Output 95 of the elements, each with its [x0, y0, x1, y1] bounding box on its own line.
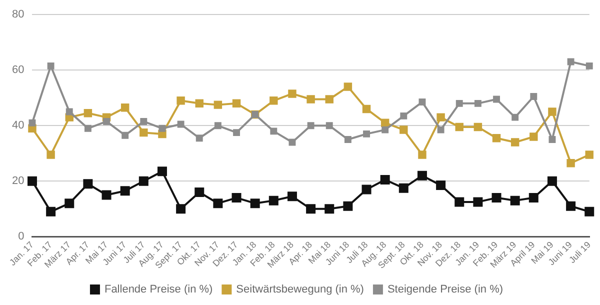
point — [585, 150, 594, 159]
point — [233, 129, 240, 136]
point — [344, 82, 352, 91]
point — [158, 124, 166, 132]
point — [456, 100, 463, 107]
legend-label: Steigende Preise (in %) — [387, 284, 504, 296]
point — [493, 96, 500, 103]
point — [195, 99, 204, 108]
point — [120, 186, 130, 196]
point — [176, 204, 186, 214]
point — [288, 138, 296, 146]
point — [400, 126, 408, 134]
point — [454, 197, 464, 207]
point — [474, 100, 482, 107]
point — [196, 134, 203, 142]
point — [46, 150, 55, 159]
point — [436, 180, 446, 190]
point — [566, 158, 575, 168]
point — [47, 62, 54, 70]
point — [28, 119, 36, 126]
point — [417, 170, 427, 180]
point — [455, 122, 464, 132]
point — [362, 104, 371, 114]
point — [547, 176, 557, 186]
y-tick-label: 60 — [12, 64, 24, 76]
point — [548, 136, 556, 143]
point — [157, 166, 167, 176]
point — [83, 179, 93, 189]
point — [232, 193, 242, 203]
point — [288, 90, 296, 98]
point — [177, 120, 184, 128]
point — [418, 150, 426, 159]
y-tick-label: 80 — [12, 8, 24, 21]
point — [567, 58, 574, 66]
point — [270, 128, 278, 135]
point — [324, 204, 334, 214]
point — [586, 62, 593, 70]
point — [362, 184, 372, 194]
point — [232, 99, 241, 108]
point — [436, 113, 445, 122]
point — [510, 138, 520, 146]
point — [138, 176, 148, 186]
point — [46, 206, 56, 216]
point — [270, 96, 278, 105]
point — [437, 126, 444, 134]
point — [584, 206, 594, 216]
point — [512, 114, 519, 121]
point — [102, 190, 112, 200]
point — [103, 118, 110, 125]
point — [250, 198, 260, 208]
point — [64, 198, 74, 208]
point — [380, 175, 390, 185]
point — [400, 112, 408, 120]
point — [214, 100, 222, 109]
point — [287, 192, 297, 202]
point — [363, 130, 370, 138]
point — [194, 188, 204, 197]
point — [66, 108, 73, 116]
point — [530, 93, 538, 100]
point — [326, 122, 333, 130]
point — [344, 136, 352, 143]
legend-label: Seitwärtsbewegung (in %) — [236, 284, 364, 296]
point — [473, 197, 483, 207]
point — [418, 98, 426, 106]
point — [382, 126, 389, 134]
point — [398, 183, 408, 193]
point — [343, 201, 353, 211]
y-tick-label: 0 — [18, 230, 24, 243]
point — [140, 118, 148, 125]
point — [548, 108, 556, 116]
point — [474, 122, 482, 132]
legend-label: Fallende Preise (in %) — [104, 284, 213, 296]
point — [566, 201, 576, 211]
point — [307, 122, 314, 130]
point — [380, 118, 390, 127]
point — [510, 196, 520, 206]
y-tick-label: 20 — [12, 175, 24, 188]
point — [492, 134, 501, 142]
point — [268, 196, 278, 206]
point — [306, 204, 316, 214]
point — [27, 176, 37, 186]
point — [492, 193, 502, 203]
point — [214, 122, 222, 130]
point — [120, 103, 130, 112]
y-tick-label: 40 — [12, 120, 24, 132]
point — [176, 96, 185, 105]
point — [84, 124, 92, 132]
point — [530, 132, 538, 141]
point — [122, 132, 129, 139]
point — [213, 198, 223, 208]
point — [84, 109, 92, 118]
point — [528, 193, 538, 203]
point — [140, 128, 148, 137]
point — [306, 95, 315, 104]
point — [325, 95, 334, 104]
